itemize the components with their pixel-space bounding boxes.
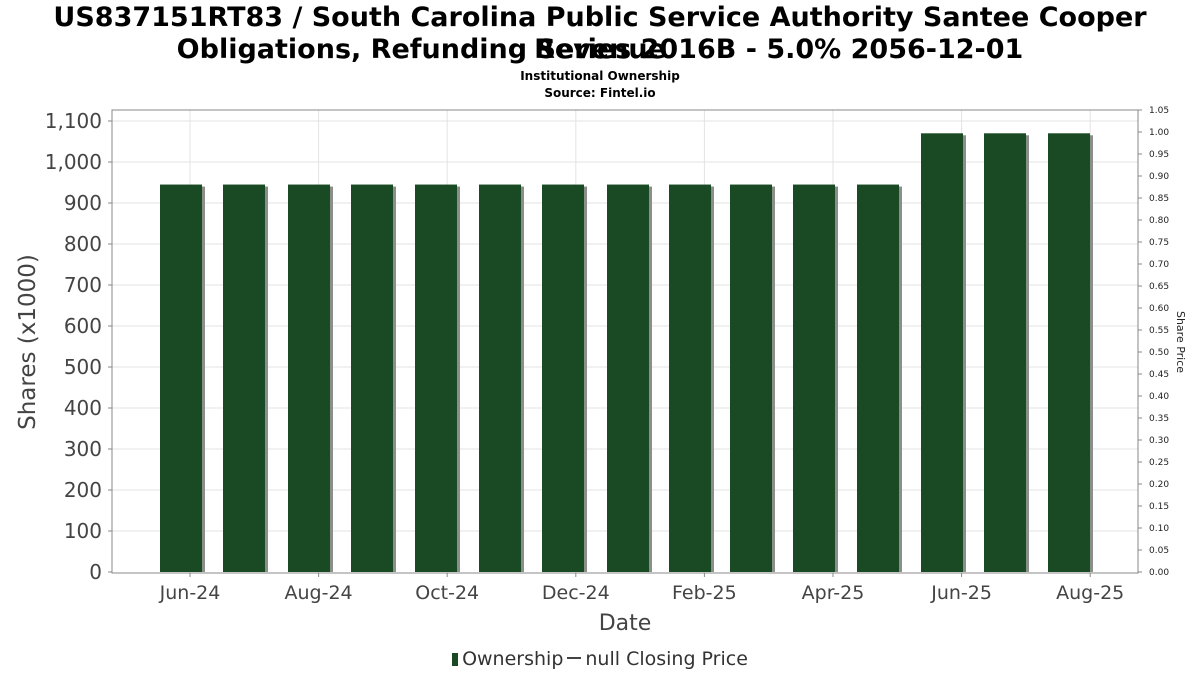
y-tick-label: 100 xyxy=(64,519,102,543)
y2-axis-ticks: 0.00 0.05 0.10 0.15 0.20 0.25 0.30 0.35 0.40 0.45… xyxy=(1138,106,1169,578)
y2-tick-label: 0.00 xyxy=(1149,568,1169,578)
legend-price-line xyxy=(567,657,582,659)
x-axis-ticks: Jun-24 Aug-24 Oct-24 Dec-24 Feb-25 Apr-25 Jun-… xyxy=(159,573,1124,604)
ownership-bar xyxy=(160,184,202,573)
y2-tick-label: 0.70 xyxy=(1149,260,1169,270)
y2-tick-label: 0.95 xyxy=(1149,150,1169,160)
x-tick-label: Feb-25 xyxy=(672,582,737,604)
y2-tick-label: 0.40 xyxy=(1149,392,1169,402)
ownership-bar xyxy=(730,184,772,573)
legend-ownership-swatch xyxy=(452,653,459,666)
chart-title-line2: Obligations, Refunding Series 2016B - 5.… xyxy=(176,34,1024,65)
y2-tick-label: 0.65 xyxy=(1149,282,1169,292)
ownership-bar xyxy=(223,184,265,573)
y2-tick-label: 0.85 xyxy=(1149,194,1169,204)
x-tick-label: Jun-25 xyxy=(930,582,992,604)
y-tick-label: 800 xyxy=(64,232,102,256)
y2-tick-label: 0.80 xyxy=(1149,216,1169,226)
y2-tick-label: 1.00 xyxy=(1149,128,1169,138)
ownership-bar xyxy=(1048,133,1090,573)
y2-tick-label: 0.45 xyxy=(1149,370,1169,380)
ownership-bar xyxy=(607,184,649,573)
ownership-bar xyxy=(921,133,963,573)
legend-price-label: null Closing Price xyxy=(585,648,748,670)
y2-tick-label: 0.15 xyxy=(1149,502,1169,512)
ownership-bar xyxy=(984,133,1026,573)
y2-tick-label: 0.90 xyxy=(1149,172,1169,182)
y-tick-label: 400 xyxy=(64,396,102,420)
y2-tick-label: 0.35 xyxy=(1149,414,1169,424)
x-axis-label: Date xyxy=(599,611,652,636)
y2-tick-label: 0.20 xyxy=(1149,480,1169,490)
y-tick-label: 1,100 xyxy=(45,109,102,133)
bars-group xyxy=(160,133,1093,573)
x-tick-label: Aug-25 xyxy=(1056,582,1124,604)
y-tick-label: 600 xyxy=(64,314,102,338)
chart-subtitle: Institutional Ownership xyxy=(520,69,680,83)
legend: Ownership null Closing Price xyxy=(0,647,1200,671)
ownership-bar xyxy=(351,184,393,573)
y-axis-ticks: 0 100 200 300 400 500 600 700 800 900 1,000 1,100 xyxy=(45,109,112,584)
y-tick-label: 0 xyxy=(89,560,102,584)
ownership-bar xyxy=(857,184,899,573)
y-tick-label: 500 xyxy=(64,355,102,379)
chart-source: Source: Fintel.io xyxy=(544,86,656,100)
ownership-bar xyxy=(793,184,835,573)
y2-tick-label: 0.25 xyxy=(1149,458,1169,468)
ownership-bar xyxy=(288,184,330,573)
y2-tick-label: 0.60 xyxy=(1149,304,1169,314)
y-tick-label: 700 xyxy=(64,273,102,297)
y-axis-label: Shares (x1000) xyxy=(15,254,41,430)
y2-tick-label: 0.30 xyxy=(1149,436,1169,446)
y2-tick-label: 0.55 xyxy=(1149,326,1169,336)
y-tick-label: 300 xyxy=(64,437,102,461)
y2-tick-label: 0.05 xyxy=(1149,546,1169,556)
ownership-bar xyxy=(669,184,711,573)
x-tick-label: Oct-24 xyxy=(415,582,479,604)
y2-tick-label: 0.10 xyxy=(1149,524,1169,534)
x-tick-label: Aug-24 xyxy=(285,582,353,604)
y-tick-label: 1,000 xyxy=(45,150,102,174)
legend-ownership-label: Ownership xyxy=(462,648,564,670)
x-tick-label: Jun-24 xyxy=(159,582,221,604)
ownership-bar xyxy=(479,184,521,573)
chart-title-line1: US837151RT83 / South Carolina Public Ser… xyxy=(53,2,1147,65)
y-tick-label: 200 xyxy=(64,478,102,502)
y2-tick-label: 0.50 xyxy=(1149,348,1169,358)
y2-axis-label: Share Price xyxy=(1174,311,1187,373)
ownership-bar xyxy=(542,184,584,573)
x-tick-label: Dec-24 xyxy=(542,582,610,604)
y2-tick-label: 0.75 xyxy=(1149,238,1169,248)
ownership-bar xyxy=(415,184,457,573)
x-tick-label: Apr-25 xyxy=(802,582,865,604)
plot-area-border xyxy=(111,109,1139,574)
y-tick-label: 900 xyxy=(64,191,102,215)
y2-tick-label: 1.05 xyxy=(1149,106,1169,116)
